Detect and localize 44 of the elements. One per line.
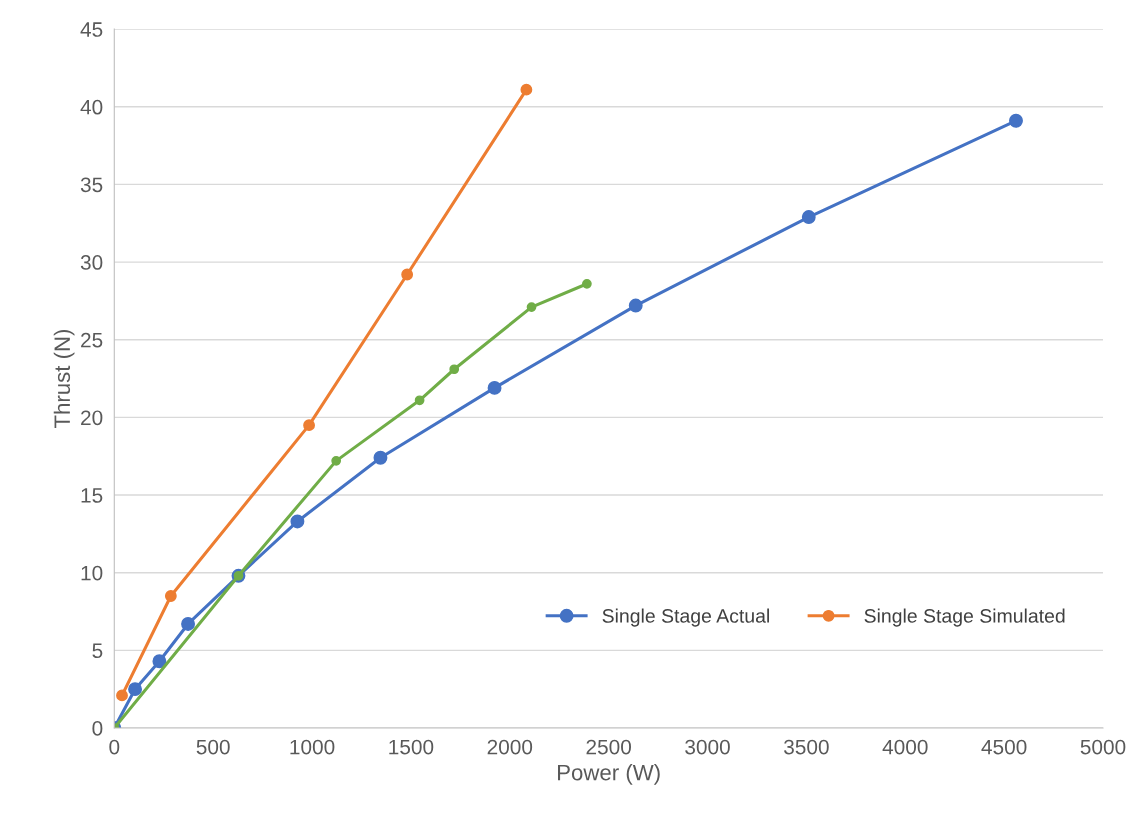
y-tick-label: 25 <box>81 332 103 348</box>
legend-label: Single Stage Simulated <box>864 608 1065 627</box>
x-tick-label: 1500 <box>389 739 434 755</box>
x-tick-label: 4000 <box>882 739 928 755</box>
point <box>303 419 315 432</box>
point <box>628 298 643 313</box>
y-tick-label: 45 <box>80 22 103 37</box>
point <box>331 456 342 466</box>
x-tick-label: 500 <box>196 739 230 755</box>
x-tick-label: 0 <box>109 739 120 755</box>
y-tick-label: 10 <box>81 565 103 581</box>
x-tick-label: 2000 <box>487 739 533 755</box>
x-tick-label: 3000 <box>685 739 730 755</box>
y-tick-label: 40 <box>80 99 103 115</box>
x-tick-label: 2500 <box>586 739 632 755</box>
point <box>290 514 305 529</box>
point <box>414 395 425 406</box>
x-tick-label: 5000 <box>1080 739 1126 755</box>
y-tick-label: 15 <box>81 488 103 503</box>
y-tick-label: 30 <box>80 255 103 270</box>
y-tick-label: 5 <box>92 643 103 659</box>
legend-label: Single Stage Actual <box>602 608 769 627</box>
point <box>401 268 414 281</box>
point <box>373 450 388 465</box>
x-axis-title: Power (W) <box>558 764 660 785</box>
point <box>520 83 533 96</box>
point <box>116 689 128 702</box>
x-tick-label: 3500 <box>784 739 829 755</box>
point <box>1009 113 1023 128</box>
point <box>449 364 460 375</box>
point <box>487 380 502 395</box>
point <box>152 654 167 669</box>
y-tick-label: 0 <box>92 721 103 736</box>
point <box>181 616 196 631</box>
point <box>801 210 816 224</box>
y-tick-label: 35 <box>80 177 103 193</box>
y-tick-label: 20 <box>81 410 103 426</box>
point <box>582 278 592 289</box>
x-tick-label: 1000 <box>290 739 335 755</box>
point <box>128 682 143 697</box>
point <box>526 302 537 312</box>
y-axis-title: Thrust (N) <box>53 329 75 429</box>
point <box>164 590 177 602</box>
x-tick-label: 4500 <box>981 739 1027 755</box>
